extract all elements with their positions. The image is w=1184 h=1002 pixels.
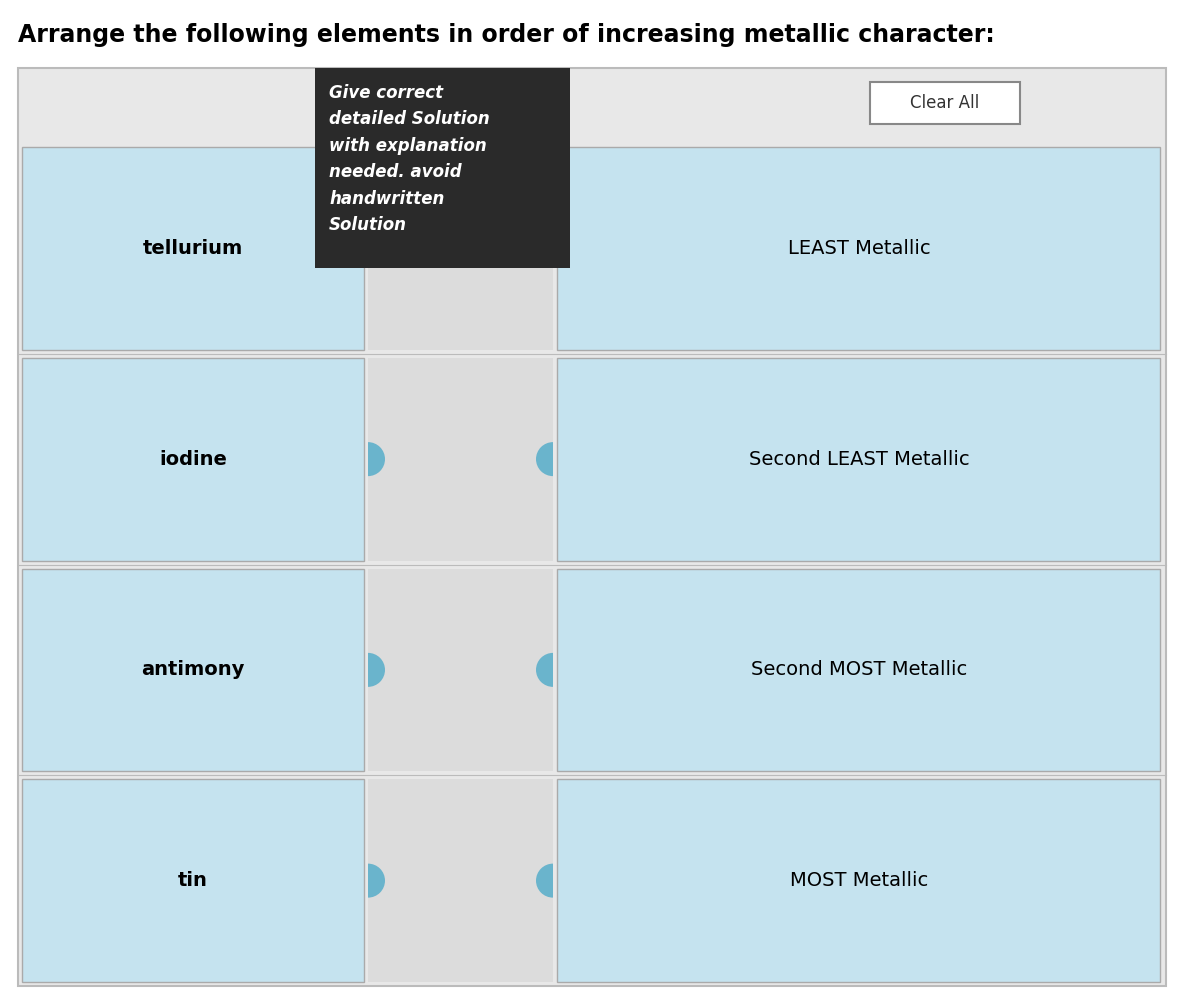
Wedge shape bbox=[368, 653, 385, 687]
FancyBboxPatch shape bbox=[18, 68, 1166, 986]
FancyBboxPatch shape bbox=[556, 568, 1160, 772]
Text: Second MOST Metallic: Second MOST Metallic bbox=[752, 660, 967, 679]
FancyBboxPatch shape bbox=[22, 780, 363, 982]
Wedge shape bbox=[368, 442, 385, 476]
FancyBboxPatch shape bbox=[315, 68, 570, 268]
FancyBboxPatch shape bbox=[368, 780, 553, 982]
Wedge shape bbox=[368, 864, 385, 898]
Text: iodine: iodine bbox=[159, 450, 227, 469]
FancyBboxPatch shape bbox=[368, 568, 553, 772]
Text: Clear All: Clear All bbox=[910, 94, 979, 112]
FancyBboxPatch shape bbox=[870, 82, 1019, 124]
FancyBboxPatch shape bbox=[556, 147, 1160, 350]
Text: tin: tin bbox=[178, 871, 208, 890]
Text: Give correct
detailed Solution
with explanation
needed. avoid
handwritten
Soluti: Give correct detailed Solution with expl… bbox=[329, 84, 490, 234]
Wedge shape bbox=[536, 442, 553, 476]
Text: Arrange the following elements in order of increasing metallic character:: Arrange the following elements in order … bbox=[18, 23, 995, 47]
FancyBboxPatch shape bbox=[22, 147, 363, 350]
Wedge shape bbox=[368, 231, 385, 266]
Wedge shape bbox=[536, 653, 553, 687]
Wedge shape bbox=[536, 231, 553, 266]
Text: LEAST Metallic: LEAST Metallic bbox=[789, 238, 931, 258]
FancyBboxPatch shape bbox=[556, 358, 1160, 560]
FancyBboxPatch shape bbox=[556, 780, 1160, 982]
FancyBboxPatch shape bbox=[368, 147, 553, 350]
Text: tellurium: tellurium bbox=[143, 238, 243, 258]
Wedge shape bbox=[536, 864, 553, 898]
FancyBboxPatch shape bbox=[22, 568, 363, 772]
FancyBboxPatch shape bbox=[22, 358, 363, 560]
Text: Second LEAST Metallic: Second LEAST Metallic bbox=[749, 450, 970, 469]
FancyBboxPatch shape bbox=[368, 358, 553, 560]
Text: MOST Metallic: MOST Metallic bbox=[791, 871, 928, 890]
Text: antimony: antimony bbox=[141, 660, 245, 679]
